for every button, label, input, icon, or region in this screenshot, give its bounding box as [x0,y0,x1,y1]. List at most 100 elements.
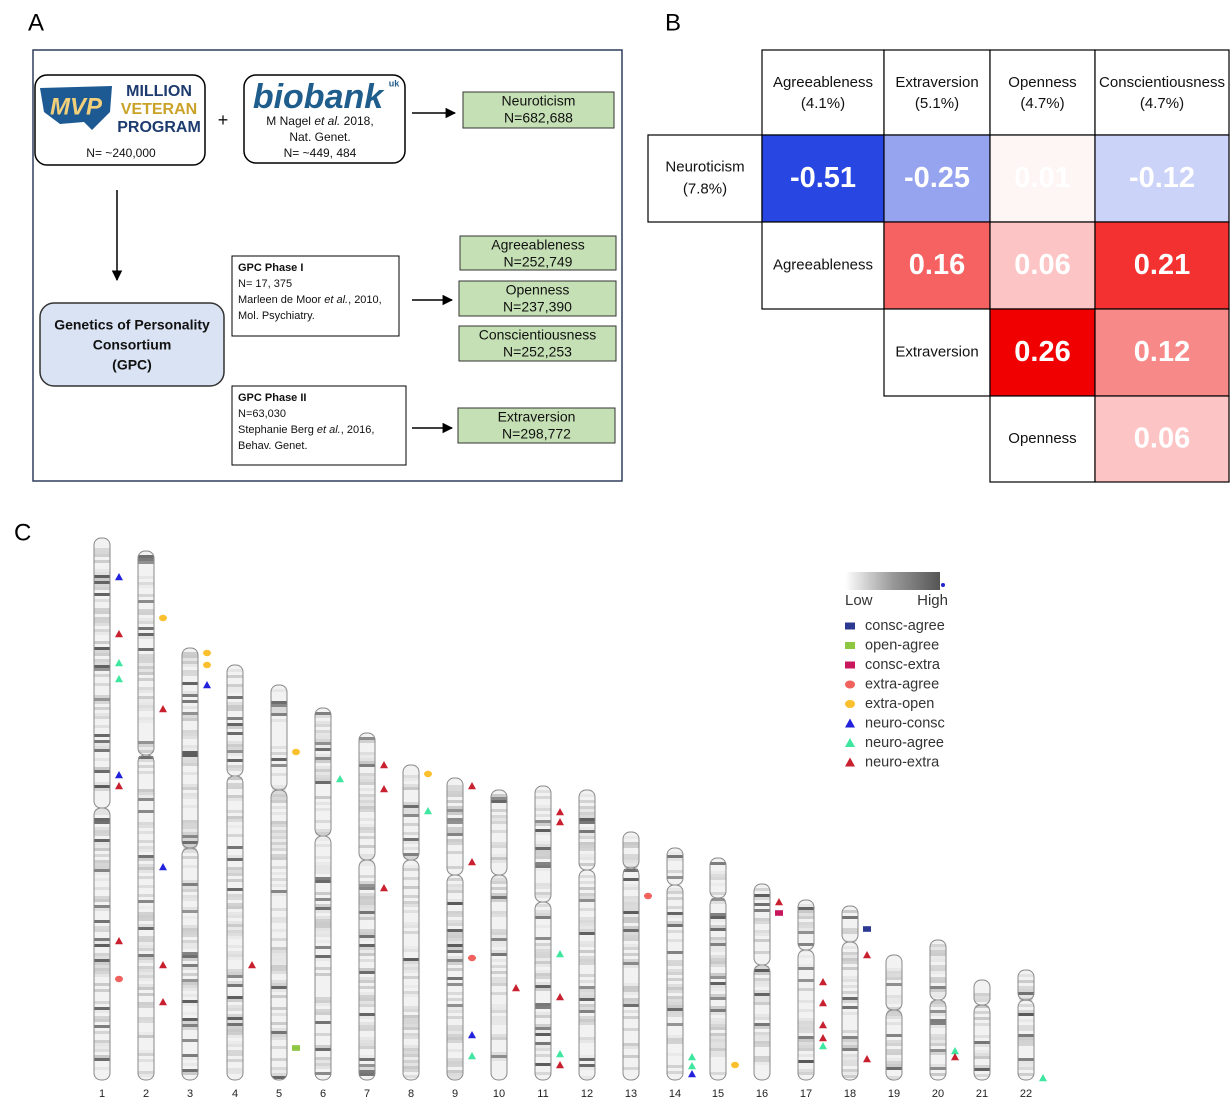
locus-marker [556,818,564,826]
band [94,782,110,785]
band [271,980,287,983]
band [94,869,110,872]
band [315,946,331,949]
band [403,970,419,973]
band [94,845,110,848]
band [667,1038,683,1041]
band [491,980,507,983]
band [94,905,110,908]
band [667,870,683,873]
band [182,1027,198,1030]
band [930,1025,946,1028]
band [94,1055,110,1058]
band [315,1066,331,1069]
band [271,872,287,875]
band [447,956,463,959]
band [447,941,463,944]
band [403,814,419,817]
band [798,955,814,958]
band [579,899,595,902]
band [94,872,110,875]
chromosome-label: 4 [232,1088,238,1099]
band [447,851,463,854]
band [667,1002,683,1005]
gradient-dot [941,583,945,587]
band [491,953,507,956]
band [138,942,154,945]
band [138,633,154,636]
locus-marker [688,1053,696,1061]
band [94,941,110,944]
band [94,899,110,902]
band [182,880,198,883]
band [359,1001,375,1004]
band [315,877,331,880]
band [138,945,154,948]
locus-marker [115,573,123,581]
band [359,953,375,956]
band [315,1048,331,1051]
band [535,1063,551,1066]
band [667,987,683,990]
locus-marker [951,1047,959,1055]
chromosome-outline [885,1009,903,1081]
band [491,944,507,947]
band [579,1022,595,1025]
band [359,968,375,971]
matrix-cell [883,221,991,310]
band [359,758,375,761]
band [403,1006,419,1009]
band [271,1028,287,1031]
band [271,956,287,959]
band [710,976,726,979]
band [535,943,551,946]
label: Conscientiousness [479,327,597,343]
band [798,988,814,991]
band [138,969,154,972]
band [271,1058,287,1061]
band [754,1017,770,1020]
band [359,932,375,935]
band [182,889,198,892]
band [403,895,419,898]
band [535,1027,551,1030]
correlation-value: 0.01 [1014,162,1070,194]
consortium-box [39,302,225,387]
band [359,947,375,950]
band [798,916,814,919]
band [227,906,243,909]
band [842,955,858,958]
matrix-cell [883,308,991,397]
text-line: Behav. Genet. [238,440,308,452]
band [182,940,198,943]
band [182,1069,198,1072]
band [403,1069,419,1072]
band [359,755,375,758]
band [227,915,243,918]
band [710,1006,726,1009]
band [710,1012,726,1015]
band [94,707,110,710]
band [447,785,463,788]
chromosome [271,685,287,1080]
band [94,878,110,881]
band [710,946,726,949]
locus-marker [688,1070,696,1078]
band [271,764,287,767]
label: GPC Phase II [238,392,306,404]
band [710,892,726,895]
band [94,629,110,632]
band [138,906,154,909]
band [798,964,814,967]
band [315,1033,331,1036]
band [227,768,243,771]
band [138,708,154,711]
band [886,1061,902,1064]
band [359,857,375,860]
label: Genetics of Personality [54,317,210,333]
band [754,1014,770,1017]
band [227,924,243,927]
band [403,925,419,928]
band [271,878,287,881]
band [138,747,154,750]
